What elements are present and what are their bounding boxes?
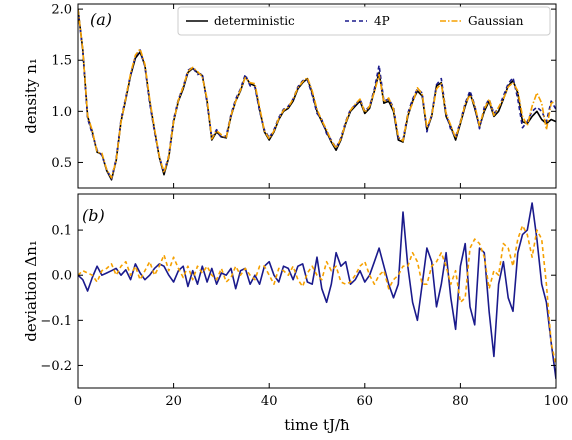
- ytick-label-a-1: 1.0: [51, 105, 72, 120]
- legend-frame: [177, 6, 551, 36]
- series-line-a-gaussian: [78, 9, 556, 179]
- ytick-label-b-2: 0.0: [51, 269, 72, 284]
- panel-b-deviation: 0 20 40 60 80 100 −0.2 −0.1 0.0 0.1 (b) deviation…: [22, 193, 568, 434]
- xtick-label-b-80: 80: [452, 394, 469, 409]
- ytick-label-a-2: 1.5: [51, 54, 72, 69]
- panel-a-ticks: 0.5 1.0 1.5 2.0: [51, 3, 557, 188]
- panel-b-ticks: 0 20 40 60 80 100 −0.2 −0.1 0.0 0.1: [40, 194, 568, 409]
- xtick-label-b-60: 60: [357, 394, 374, 409]
- panel-b-xlabel: time tJ/ħ: [284, 416, 350, 434]
- ytick-label-b-3: 0.1: [51, 224, 72, 239]
- xtick-label-b-0: 0: [74, 394, 82, 409]
- ytick-label-a-3: 2.0: [51, 3, 72, 18]
- panel-a-label: (a): [90, 10, 112, 29]
- xtick-label-b-40: 40: [261, 394, 278, 409]
- series-line-b-4p: [78, 202, 556, 380]
- ytick-label-b-0: −0.2: [40, 359, 72, 374]
- panel-a-frame: [77, 3, 557, 189]
- xtick-label-b-20: 20: [165, 394, 182, 409]
- legend-label-4p: 4P: [374, 14, 390, 28]
- ytick-label-a-0: 0.5: [51, 156, 72, 171]
- legend-label-deterministic: deterministic: [214, 14, 295, 28]
- ytick-label-b-1: −0.1: [40, 314, 72, 329]
- xtick-label-b-100: 100: [544, 394, 569, 409]
- legend-label-gaussian: Gaussian: [468, 14, 524, 28]
- legend: deterministic 4P Gaussian: [177, 6, 551, 36]
- panel-b-series-group: [78, 202, 556, 380]
- panel-a-ylabel: density n₁: [22, 58, 40, 134]
- panel-b-frame: [77, 193, 557, 389]
- panel-a-series-group: [78, 9, 556, 181]
- panel-a-density: 0.5 1.0 1.5 2.0 (a) density n₁ deterministi…: [22, 3, 557, 189]
- panel-b-ylabel: deviation Δn₁: [22, 240, 40, 341]
- series-line-b-gaussian: [78, 224, 556, 366]
- panel-b-label: (b): [82, 206, 105, 225]
